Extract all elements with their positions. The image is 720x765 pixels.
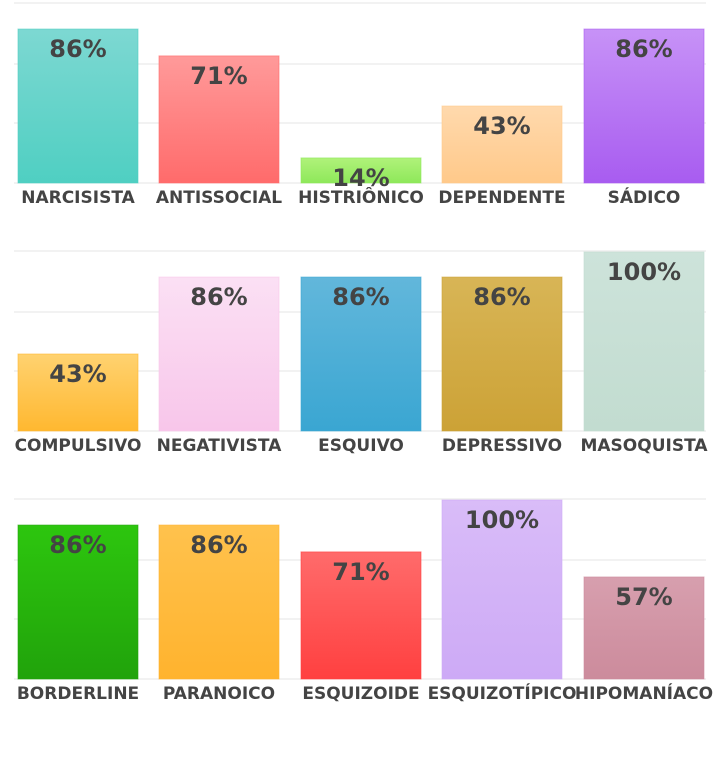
bar-histriônico [300,157,422,184]
bar-value-label: 86% [473,283,530,311]
bar-depressivo [441,276,563,432]
category-label: NARCISISTA [21,188,135,208]
category-label: ESQUIZOTÍPICO [428,682,577,704]
chart-panel-2: 43% COMPULSIVO 86% NEGATIVISTA 86% ESQUIVO 86%… [14,250,708,456]
bar-value-label: 43% [49,360,106,388]
bar-value-label: 86% [332,283,389,311]
bar-sádico [583,28,705,184]
category-label: COMPULSIVO [15,436,142,456]
bar-negativista [158,276,280,432]
bar-value-label: 100% [607,258,681,286]
category-label: HISTRIÔNICO [298,186,424,208]
bar-value-label: 86% [49,531,106,559]
bar-value-label: 57% [615,583,672,611]
bar-value-label: 71% [332,558,389,586]
category-label: PARANOICO [163,684,275,704]
category-label: BORDERLINE [17,684,139,704]
bar-value-label: 100% [465,506,539,534]
bar-value-label: 71% [190,62,247,90]
bar-esquizoide [300,551,422,680]
bar-narcisista [17,28,139,184]
bar-value-label: 86% [615,35,672,63]
bar-hipomaníaco [583,576,705,680]
category-label: ESQUIZOIDE [302,684,419,704]
bar-compulsivo [17,353,139,432]
chart-panel-1: 86% NARCISISTA 71% ANTISSOCIAL 14%HISTRIÔNIC… [14,2,706,208]
category-label: MASOQUISTA [580,436,708,456]
category-label: SÁDICO [608,186,681,208]
bar-borderline [17,524,139,680]
category-label: DEPRESSIVO [442,436,562,456]
bar-masoquista [583,251,705,432]
bar-dependente [441,105,563,184]
bar-value-label: 14% [332,164,389,192]
bar-value-label: 86% [49,35,106,63]
category-label: HIPOMANÍACO [575,682,713,704]
bar-value-label: 86% [190,283,247,311]
category-label: DEPENDENTE [438,188,565,208]
bar-paranoico [158,524,280,680]
category-label: ANTISSOCIAL [156,188,282,208]
bar-esquivo [300,276,422,432]
chart-panel-3: 86% BORDERLINE 86% PARANOICO 71% ESQUIZOIDE 10… [14,498,713,704]
bar-antissocial [158,55,280,184]
category-label: ESQUIVO [318,436,404,456]
category-label: NEGATIVISTA [157,436,283,456]
bar-esquizotípico [441,499,563,680]
bar-value-label: 86% [190,531,247,559]
bar-value-label: 43% [473,112,530,140]
